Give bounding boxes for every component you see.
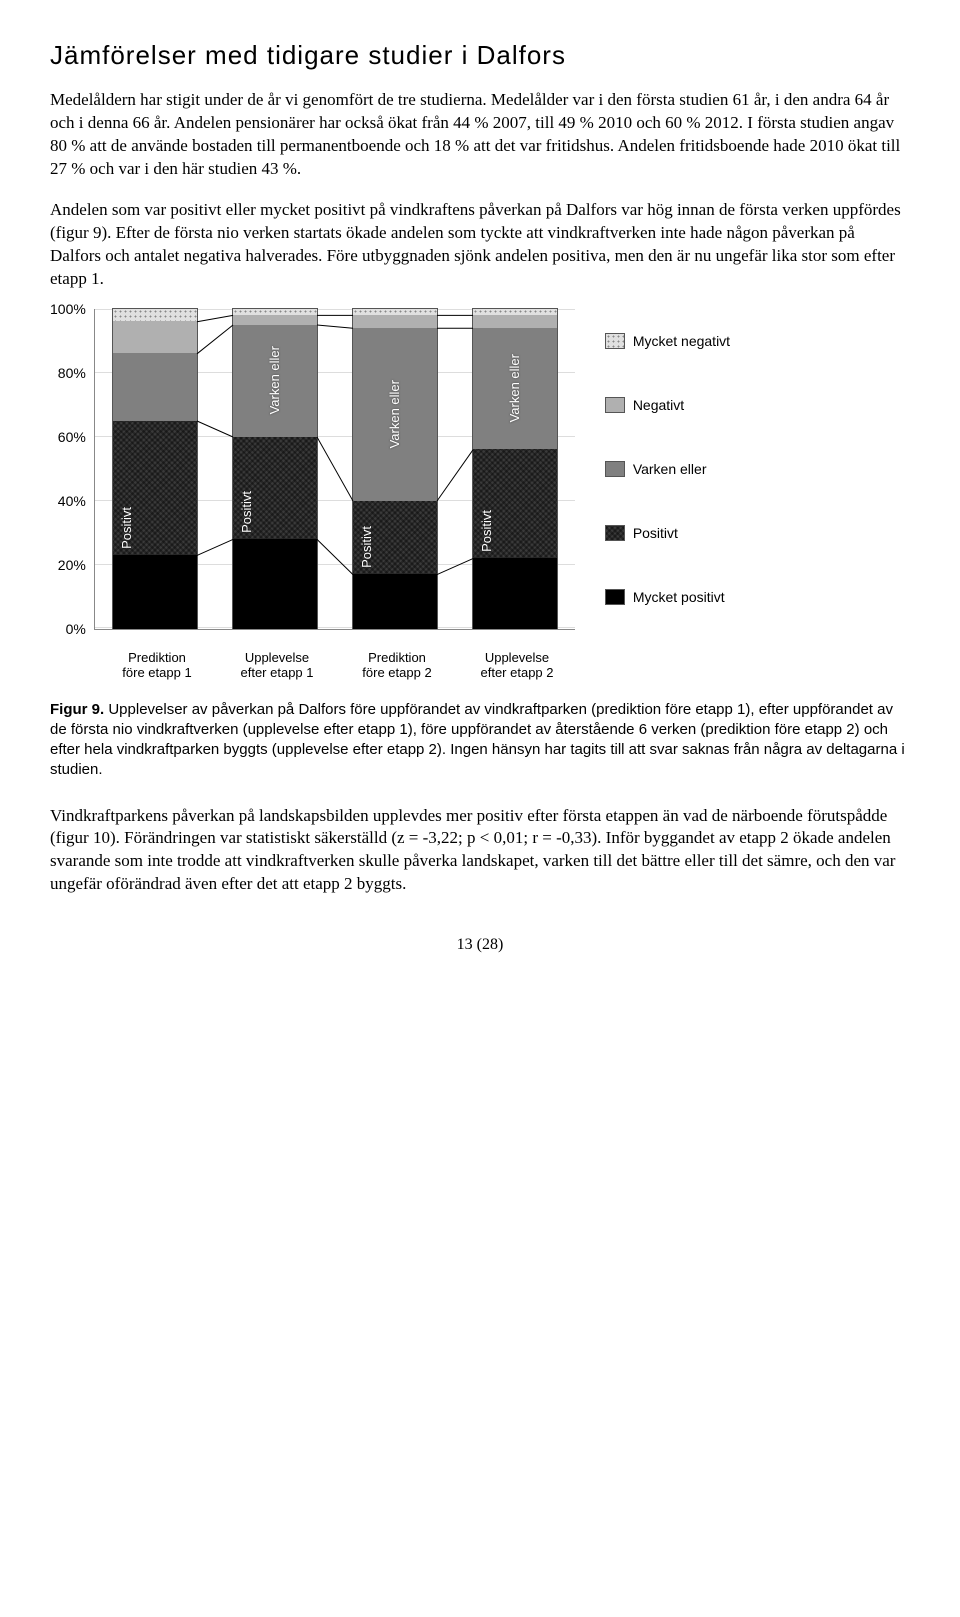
chart-legend: Mycket negativt Negativt Varken eller Posit…	[605, 309, 730, 629]
x-tick-label: Upplevelseefter etapp 1	[222, 650, 332, 680]
segment-varken: Varken eller	[473, 328, 557, 450]
legend-swatch	[605, 333, 625, 349]
legend-swatch	[605, 461, 625, 477]
legend-item-mycket_negativt: Mycket negativt	[605, 333, 730, 349]
legend-label: Varken eller	[633, 461, 707, 477]
segment-mycket_negativt	[233, 309, 317, 315]
segment-positivt: Positivt	[113, 421, 197, 555]
chart-bar: Positivt Varken eller	[232, 308, 318, 629]
segment-mycket_positivt	[233, 539, 317, 629]
chart-plot-area: Positivt Positivt Varken eller Positivt Vark…	[94, 309, 575, 630]
segment-negativt	[473, 315, 557, 328]
segment-negativt	[233, 315, 317, 325]
chart-bar: Positivt Varken eller	[352, 308, 438, 629]
legend-label: Mycket negativt	[633, 333, 730, 349]
segment-label-positivt: Positivt	[359, 526, 374, 568]
legend-item-mycket_positivt: Mycket positivt	[605, 589, 730, 605]
legend-item-negativt: Negativt	[605, 397, 730, 413]
segment-label-varken: Varken eller	[267, 346, 282, 414]
paragraph-3: Vindkraftparkens påverkan på landskapsbi…	[50, 805, 910, 897]
segment-varken	[113, 353, 197, 420]
legend-item-varken: Varken eller	[605, 461, 730, 477]
segment-negativt	[353, 315, 437, 328]
segment-mycket_positivt	[473, 558, 557, 628]
legend-label: Mycket positivt	[633, 589, 725, 605]
chart-bar: Positivt	[112, 308, 198, 629]
legend-item-positivt: Positivt	[605, 525, 730, 541]
segment-mycket_negativt	[473, 309, 557, 315]
legend-swatch	[605, 525, 625, 541]
segment-positivt: Positivt	[353, 501, 437, 575]
paragraph-1: Medelåldern har stigit under de år vi ge…	[50, 89, 910, 181]
segment-mycket_positivt	[113, 555, 197, 629]
segment-label-positivt: Positivt	[239, 491, 254, 533]
paragraph-2: Andelen som var positivt eller mycket po…	[50, 199, 910, 291]
segment-positivt: Positivt	[233, 437, 317, 539]
segment-label-positivt: Positivt	[119, 507, 134, 549]
x-tick-label: Prediktionföre etapp 2	[342, 650, 452, 680]
y-axis: 100%80%60%40%20%0%	[50, 309, 94, 629]
chart-bar: Positivt Varken eller	[472, 308, 558, 629]
legend-label: Positivt	[633, 525, 678, 541]
segment-positivt: Positivt	[473, 449, 557, 558]
segment-label-varken: Varken eller	[387, 380, 402, 448]
segment-mycket_negativt	[113, 309, 197, 322]
segment-label-positivt: Positivt	[479, 510, 494, 552]
legend-swatch	[605, 589, 625, 605]
section-heading: Jämförelser med tidigare studier i Dalfo…	[50, 40, 910, 71]
segment-mycket_negativt	[353, 309, 437, 315]
x-axis-labels: Prediktionföre etapp 1 Upplevelseefter et…	[97, 650, 577, 680]
x-tick-label: Upplevelseefter etapp 2	[462, 650, 572, 680]
segment-negativt	[113, 321, 197, 353]
figure-9-caption: Figur 9. Upplevelser av påverkan på Dalf…	[50, 700, 910, 781]
legend-swatch	[605, 397, 625, 413]
page-number: 13 (28)	[50, 936, 910, 954]
legend-label: Negativt	[633, 397, 684, 413]
caption-lead: Figur 9.	[50, 701, 104, 718]
x-tick-label: Prediktionföre etapp 1	[102, 650, 212, 680]
segment-mycket_positivt	[353, 574, 437, 628]
segment-varken: Varken eller	[233, 325, 317, 437]
segment-varken: Varken eller	[353, 328, 437, 501]
caption-body: Upplevelser av påverkan på Dalfors före …	[50, 701, 905, 779]
figure-9-chart: 100%80%60%40%20%0% Positivt Positivt Varke…	[50, 309, 910, 630]
segment-label-varken: Varken eller	[507, 354, 522, 422]
